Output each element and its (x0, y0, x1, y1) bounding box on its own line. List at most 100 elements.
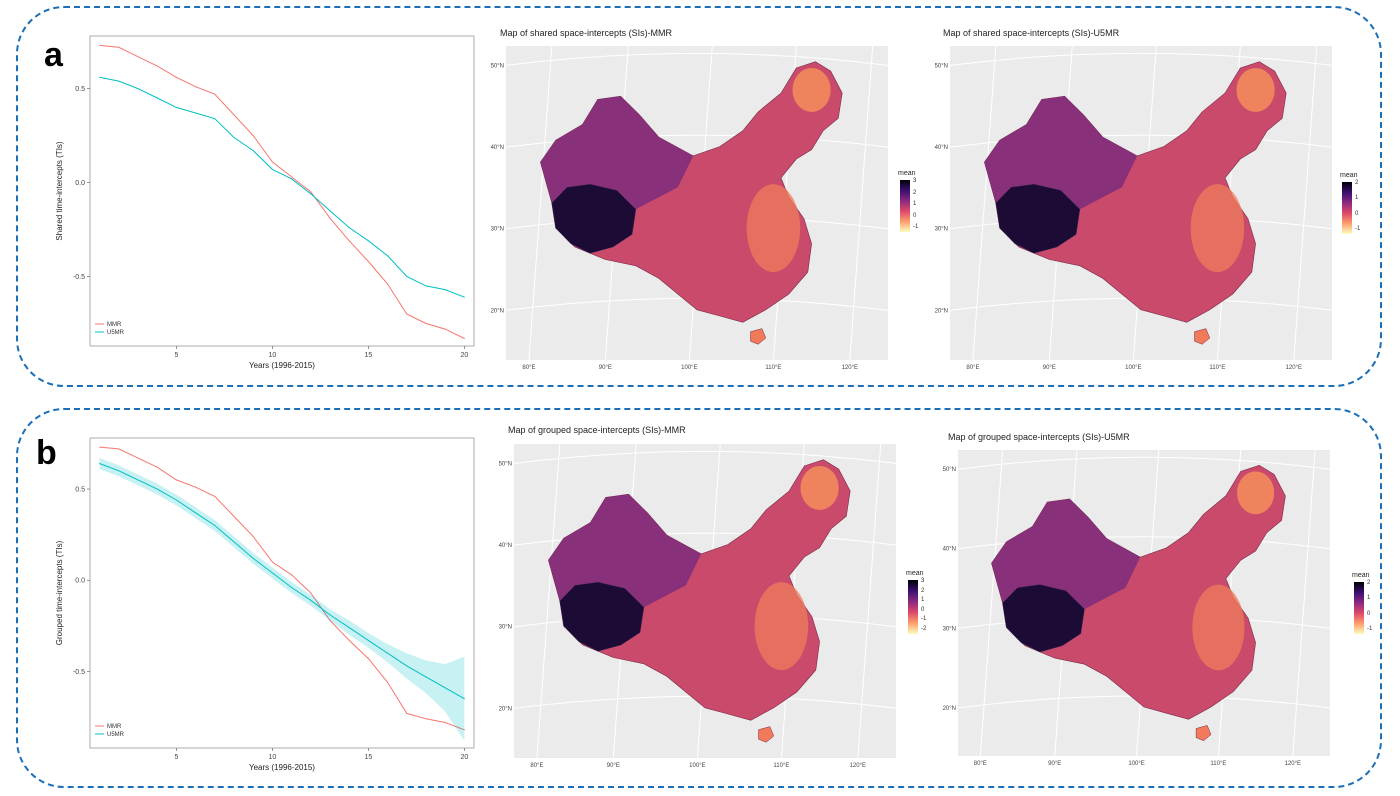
latitude-label: 30°N (935, 227, 948, 233)
latitude-label: 50°N (491, 63, 504, 69)
data-point-u5mr (233, 541, 235, 543)
y-tick-label: 0.5 (75, 86, 85, 93)
y-tick-label: -0.5 (73, 669, 85, 676)
data-point-u5mr (387, 255, 389, 257)
data-point-mmr (195, 86, 197, 88)
colorbar-tick-label: 2 (1355, 180, 1359, 186)
map-b1: 50°N 40°N 30°N 20°N 80°E 90°E 100°E 110°E 120°E (492, 438, 902, 774)
tibet-region (1002, 584, 1085, 653)
chart-plot-area (89, 35, 475, 347)
data-point-mmr (137, 56, 139, 58)
latitude-label: 50°N (935, 63, 948, 69)
tibet-region (551, 183, 637, 254)
map-b2-colorbar-title: mean (1352, 572, 1370, 579)
colorbar-tick-label: -1 (921, 616, 927, 623)
data-point-u5mr (99, 463, 101, 465)
latitude-label: 50°N (499, 461, 512, 467)
x-axis-title: Years (1996-2015) (249, 763, 315, 772)
longitude-gridline (972, 45, 997, 361)
western-region (540, 96, 694, 210)
longitude-label: 110°E (773, 763, 789, 769)
northeast-region (1237, 471, 1275, 515)
data-point-u5mr (195, 512, 197, 514)
hainan-island (1194, 328, 1211, 345)
data-point-u5mr (118, 80, 120, 82)
map-b2: 50°N 40°N 30°N 20°N 80°E 90°E 100°E 110°E 120°E (936, 444, 1336, 772)
latitude-label: 20°N (491, 308, 504, 314)
data-point-mmr (310, 592, 312, 594)
data-point-u5mr (406, 665, 408, 667)
colorbar-tick-label: 3 (921, 578, 925, 584)
legend-label-mmr: MMR (107, 322, 122, 328)
longitude-label: 110°E (765, 365, 781, 371)
data-point-u5mr (175, 106, 177, 108)
longitude-gridline (1293, 45, 1318, 361)
colorbar-tick-label: -1 (1367, 626, 1373, 632)
colorbar-tick-label: 3 (913, 178, 917, 184)
longitude-label: 90°E (607, 763, 620, 769)
data-point-u5mr (252, 557, 254, 559)
map-b1-colorbar-title: mean (906, 570, 924, 577)
data-point-u5mr (214, 525, 216, 527)
data-point-mmr (329, 619, 331, 621)
eastern-region (746, 184, 801, 273)
western-region (984, 96, 1138, 210)
latitude-gridline (957, 456, 1331, 470)
longitude-gridline (1292, 449, 1316, 757)
latitude-label: 40°N (943, 547, 956, 553)
longitude-label: 100°E (1128, 761, 1144, 767)
longitude-label: 90°E (1048, 761, 1061, 767)
western-region (548, 494, 702, 608)
map-a1-colorbar-title: mean (898, 170, 916, 177)
data-point-mmr (463, 729, 465, 731)
longitude-gridline (528, 45, 553, 361)
data-point-u5mr (406, 275, 408, 277)
data-point-mmr (291, 176, 293, 178)
longitude-label: 90°E (599, 365, 612, 371)
colorbar-tick-label: 0 (913, 212, 917, 219)
map-a2-svg: 50°N 40°N 30°N 20°N 80°E 90°E 100°E 110°E 120°E (935, 45, 1333, 371)
map-b2-colorbar: mean 2 1 0 -1 (1352, 572, 1382, 642)
data-point-mmr (271, 561, 273, 563)
map-a2-colorbar: mean 2 1 0 -1 (1340, 172, 1370, 242)
x-tick-label: 10 (269, 754, 277, 761)
hainan-island (758, 726, 775, 743)
data-point-u5mr (425, 676, 427, 678)
data-point-u5mr (291, 587, 293, 589)
series-line-mmr (99, 446, 465, 731)
data-point-u5mr (463, 296, 465, 298)
data-point-u5mr (463, 698, 465, 700)
longitude-label: 80°E (522, 365, 535, 371)
data-point-mmr (99, 446, 101, 448)
longitude-gridline (536, 443, 561, 759)
data-point-mmr (348, 639, 350, 641)
longitude-label: 100°E (1125, 365, 1141, 371)
data-point-u5mr (195, 112, 197, 114)
data-point-u5mr (348, 627, 350, 629)
longitude-label: 110°E (1210, 761, 1226, 767)
latitude-label: 40°N (499, 543, 512, 549)
data-point-u5mr (387, 652, 389, 654)
data-point-mmr (137, 457, 139, 459)
panel-b-letter: b (36, 434, 57, 472)
data-point-mmr (233, 114, 235, 116)
data-point-u5mr (444, 687, 446, 689)
map-a2-colorbar-title: mean (1340, 172, 1358, 179)
latitude-label: 30°N (943, 626, 956, 632)
panel-a-letter: a (44, 36, 63, 74)
data-point-mmr (156, 466, 158, 468)
latitude-label: 40°N (935, 145, 948, 151)
data-point-mmr (118, 448, 120, 450)
legend-label-u5mr: U5MR (107, 330, 125, 336)
colorbar-tick-label: 1 (1355, 195, 1359, 202)
colorbar-tick-label: 2 (1367, 580, 1371, 586)
data-point-u5mr (233, 136, 235, 138)
eastern-region (754, 582, 809, 671)
colorbar-tick-label: -2 (921, 626, 927, 632)
series-line-u5mr (99, 76, 465, 298)
data-point-mmr (406, 712, 408, 714)
longitude-label: 100°E (689, 763, 705, 769)
map-a2-colorbar-gradient (1342, 182, 1352, 234)
data-point-u5mr (329, 210, 331, 212)
latitude-label: 20°N (499, 706, 512, 712)
